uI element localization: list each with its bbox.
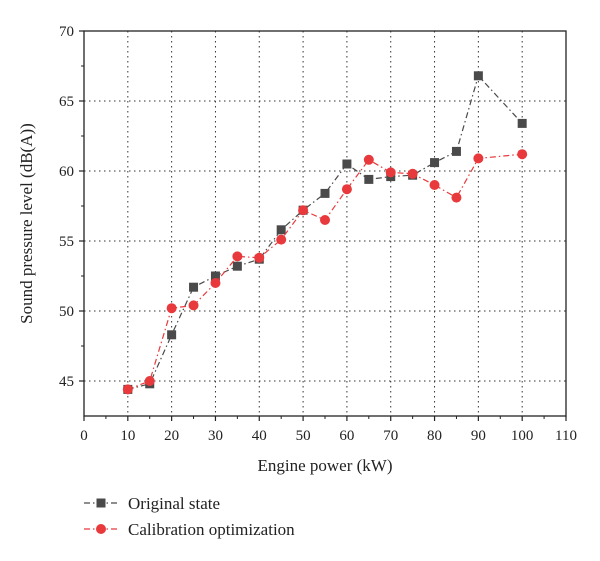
data-point-square [430, 158, 440, 168]
legend-label: Original state [128, 494, 220, 513]
y-tick-label: 65 [59, 94, 74, 110]
y-tick-label: 50 [59, 304, 74, 320]
legend-marker-square [96, 498, 106, 508]
x-tick-label: 0 [80, 428, 88, 444]
data-point-square [232, 261, 242, 271]
data-point-circle [407, 168, 418, 179]
x-tick-label: 50 [296, 428, 311, 444]
x-tick-label: 30 [208, 428, 223, 444]
x-tick-label: 20 [164, 428, 179, 444]
legend: Original state Calibration optimization [84, 494, 295, 539]
data-point-circle [341, 184, 352, 195]
legend-entry: Original state [84, 494, 220, 513]
data-point-square [167, 330, 177, 340]
x-tick-label: 100 [511, 428, 534, 444]
x-tick-label: 60 [339, 428, 354, 444]
legend-entry: Calibration optimization [84, 520, 295, 539]
plot-series [122, 71, 528, 395]
x-tick-label: 110 [555, 428, 577, 444]
data-point-square [320, 188, 330, 198]
y-tick-label: 60 [59, 164, 74, 180]
data-point-circle [298, 205, 309, 216]
series-calibration-optimization [122, 149, 528, 395]
y-tick-label: 70 [59, 24, 74, 40]
legend-marker-circle [96, 524, 106, 534]
data-point-circle [517, 149, 528, 160]
grid [84, 31, 566, 416]
data-point-circle [210, 278, 221, 288]
x-tick-label: 80 [427, 428, 442, 444]
data-point-square [189, 282, 199, 292]
data-point-circle [363, 154, 374, 165]
data-point-square [342, 159, 352, 169]
series-original-state [123, 71, 527, 394]
data-point-circle [473, 153, 484, 164]
x-tick-label: 10 [120, 428, 135, 444]
data-point-square [451, 146, 461, 156]
data-point-circle [122, 384, 133, 395]
x-tick-label: 90 [471, 428, 486, 444]
data-point-circle [429, 180, 440, 190]
data-point-circle [385, 167, 396, 178]
data-point-square [473, 71, 483, 81]
y-axis-title: Sound pressure level (dB(A)) [17, 123, 36, 324]
data-point-square [210, 271, 220, 281]
legend-label: Calibration optimization [128, 520, 295, 539]
y-tick-label: 55 [59, 234, 74, 250]
data-point-square [276, 225, 286, 235]
x-tick-label: 40 [252, 428, 267, 444]
x-tick-label: 70 [383, 428, 398, 444]
data-point-square [517, 118, 527, 128]
axes: 0 10 20 30 40 50 60 70 80 90 100 110 45 50 55 60 65 70 [59, 24, 577, 444]
data-point-circle [232, 251, 243, 262]
x-axis-title: Engine power (kW) [257, 456, 392, 475]
data-point-circle [276, 234, 287, 245]
series-line [127, 74, 523, 390]
data-point-circle [144, 376, 155, 386]
data-point-circle [188, 300, 199, 311]
data-point-circle [320, 215, 330, 225]
data-point-circle [451, 192, 462, 203]
y-tick-label: 45 [59, 374, 74, 390]
data-point-square [364, 174, 374, 184]
data-point-circle [166, 303, 177, 314]
data-point-circle [254, 252, 265, 263]
